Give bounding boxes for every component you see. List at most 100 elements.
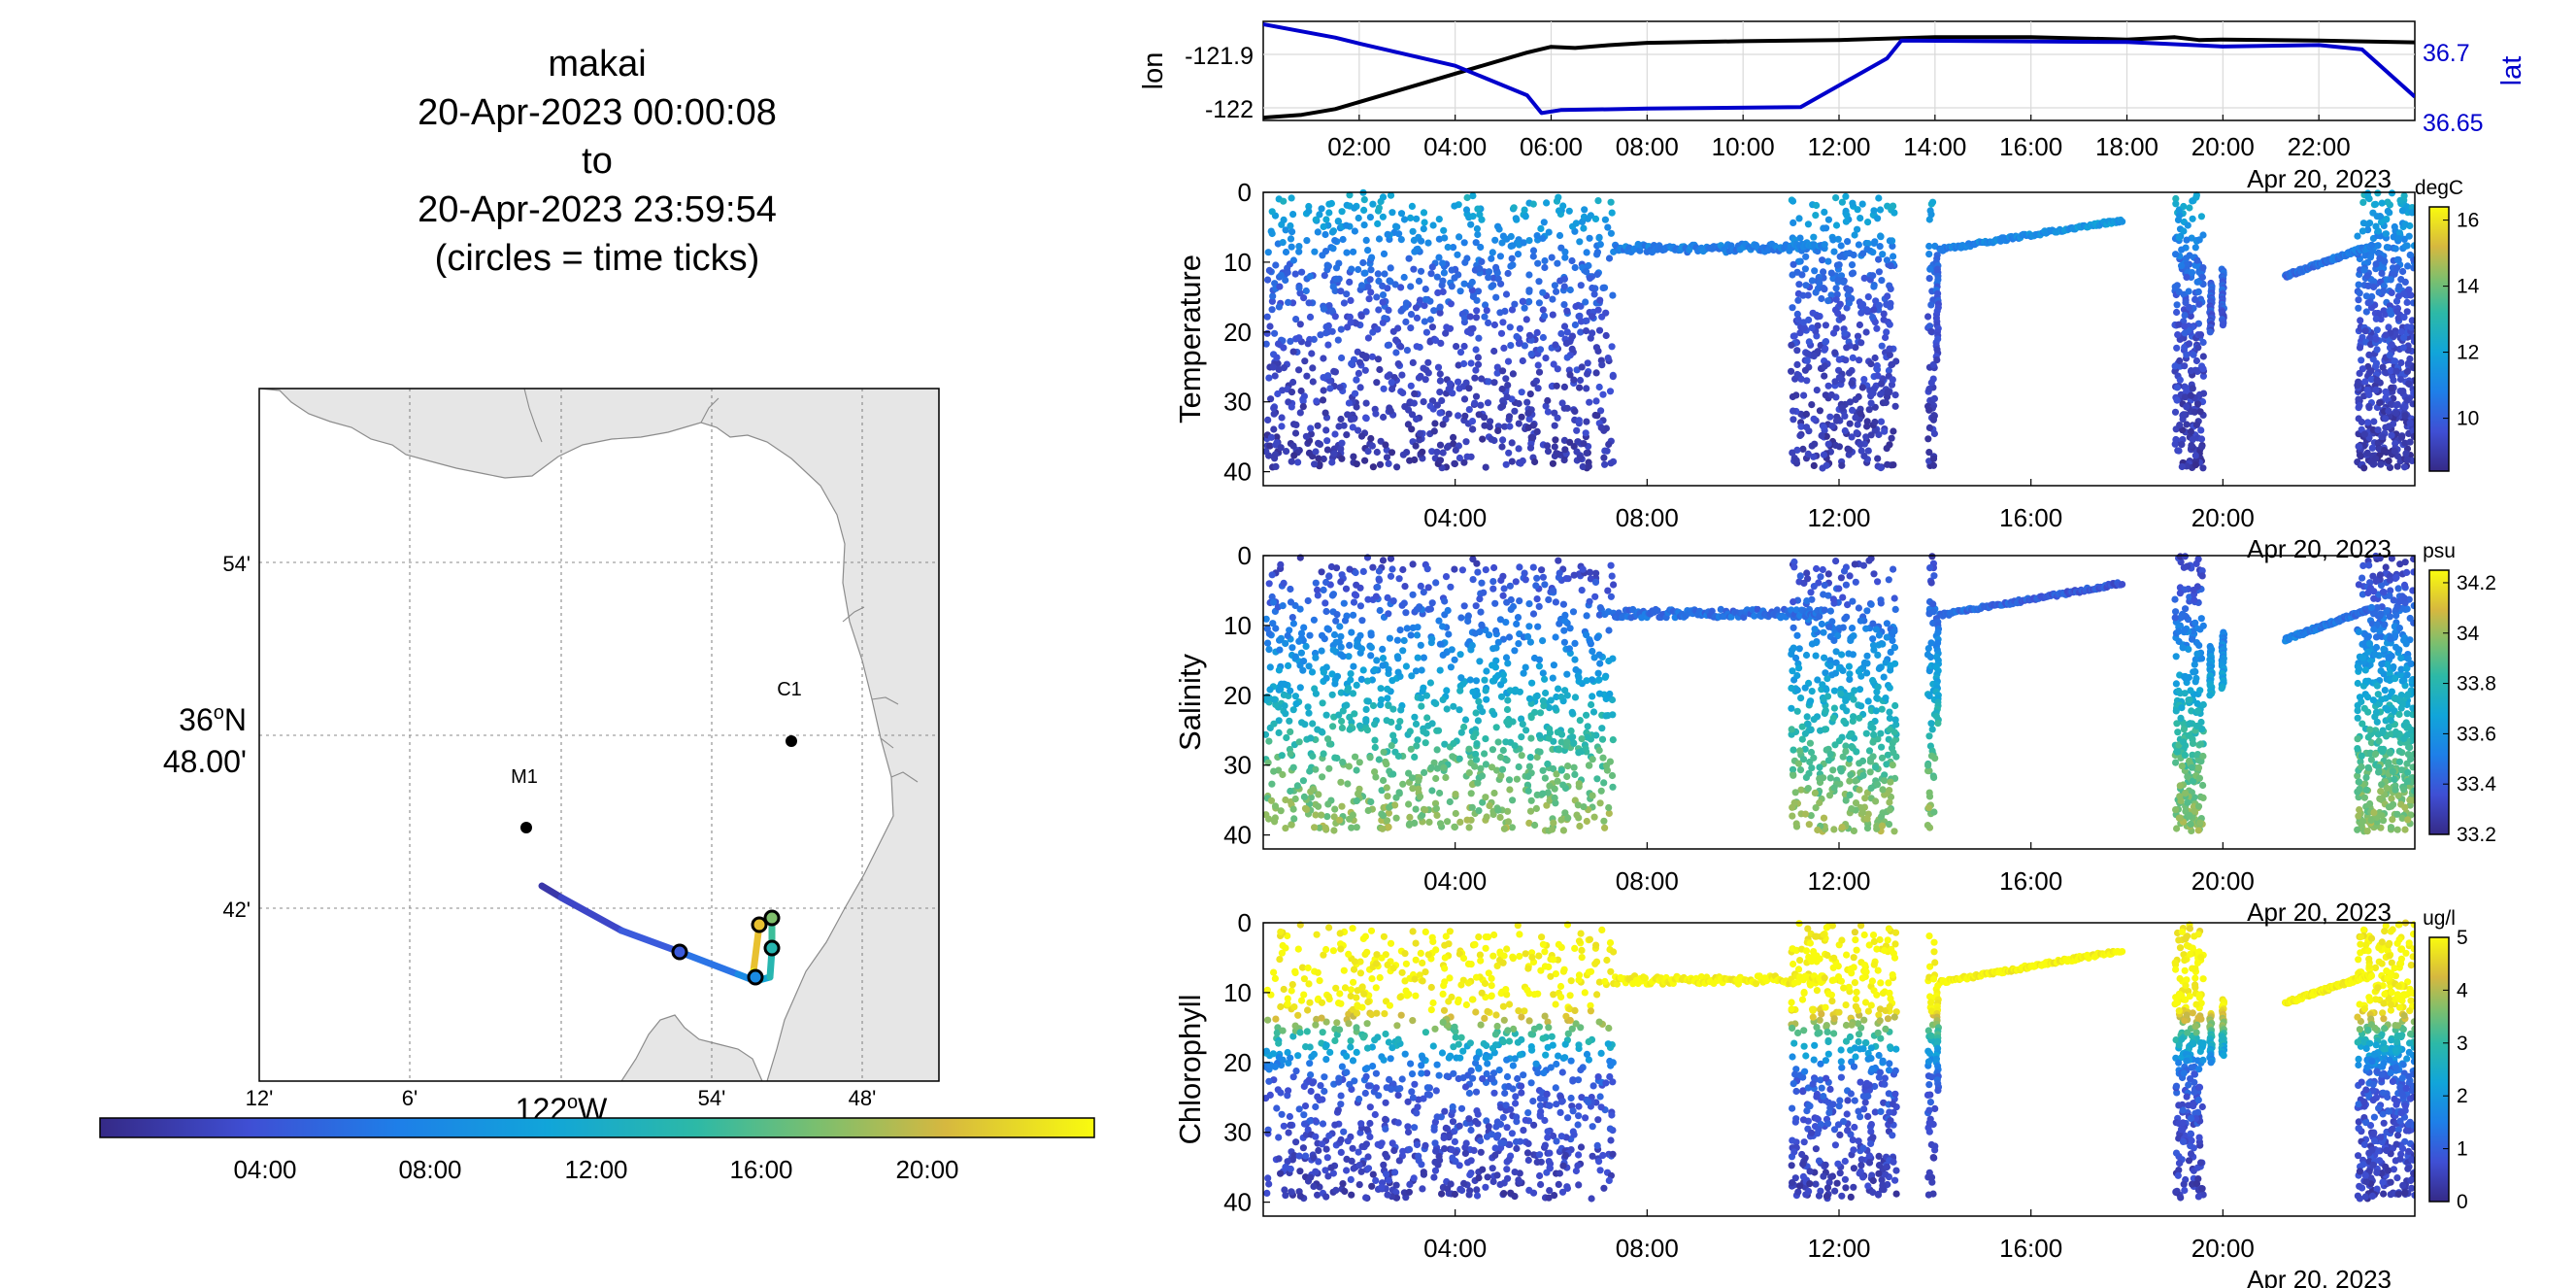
data-point xyxy=(1930,429,1938,438)
data-point xyxy=(1320,305,1327,313)
data-point xyxy=(1380,385,1388,392)
data-point xyxy=(1289,348,1297,356)
temperature-x-tick-label: 20:00 xyxy=(2191,503,2255,532)
data-point xyxy=(1827,269,1835,277)
data-point xyxy=(1858,808,1866,817)
data-point xyxy=(2405,232,2413,240)
series-line-lat xyxy=(1263,22,2415,116)
data-point xyxy=(1834,235,1842,243)
data-point xyxy=(1334,218,1342,225)
data-point xyxy=(1569,733,1577,741)
data-point xyxy=(1320,455,1327,463)
data-point xyxy=(1515,445,1522,453)
temperature-y-tick-label: 10 xyxy=(1223,248,1252,277)
data-point xyxy=(1420,684,1427,692)
data-point xyxy=(1794,316,1802,323)
data-point xyxy=(1386,634,1393,642)
data-point xyxy=(1541,256,1549,265)
data-point xyxy=(1476,595,1484,603)
data-point xyxy=(1439,623,1447,630)
data-point xyxy=(2180,202,2188,211)
data-point xyxy=(1373,657,1381,664)
data-point xyxy=(1827,291,1835,299)
data-point xyxy=(1405,800,1413,808)
data-point xyxy=(1521,304,1528,312)
temperature-points xyxy=(1263,188,2415,472)
data-point xyxy=(1369,463,1377,471)
data-point xyxy=(1367,288,1375,296)
data-point xyxy=(1270,767,1278,775)
data-point xyxy=(1296,321,1304,328)
data-point xyxy=(1798,723,1806,730)
data-point xyxy=(1883,620,1890,627)
data-point xyxy=(1864,219,1872,226)
data-point xyxy=(1357,282,1366,289)
data-point xyxy=(1526,390,1534,398)
data-point xyxy=(1515,420,1522,427)
data-point xyxy=(1857,215,1864,222)
data-point xyxy=(1862,328,1870,336)
data-point xyxy=(1518,715,1525,723)
data-point xyxy=(1346,641,1354,650)
data-point xyxy=(1878,342,1886,350)
data-point xyxy=(1541,263,1549,272)
data-point xyxy=(1477,608,1485,616)
data-point xyxy=(2410,389,2415,397)
data-point xyxy=(1362,705,1370,714)
data-point xyxy=(1345,763,1353,770)
data-point xyxy=(1545,228,1553,236)
data-point xyxy=(1830,784,1838,792)
data-point xyxy=(1356,384,1364,391)
data-point xyxy=(1411,713,1419,721)
data-point xyxy=(1583,817,1590,826)
data-point xyxy=(1298,719,1306,727)
data-point xyxy=(1388,677,1396,685)
data-point xyxy=(1819,256,1826,264)
data-point xyxy=(1368,353,1376,360)
data-point xyxy=(1764,247,1772,254)
data-point xyxy=(2187,820,2194,829)
data-point xyxy=(1856,714,1863,722)
data-point xyxy=(1439,277,1447,285)
data-point xyxy=(1494,222,1502,230)
data-point xyxy=(1554,259,1561,267)
data-point xyxy=(1830,636,1838,645)
data-point xyxy=(2185,645,2192,654)
data-point xyxy=(1503,235,1511,243)
data-point xyxy=(2179,644,2187,652)
data-point xyxy=(1808,324,1816,332)
map-time-colorbar xyxy=(99,1117,1095,1138)
data-point xyxy=(1348,359,1355,367)
data-point xyxy=(1399,647,1407,655)
data-point xyxy=(1852,578,1859,586)
data-point xyxy=(1507,262,1515,270)
data-point xyxy=(1546,725,1554,733)
data-point xyxy=(1829,766,1837,774)
data-point xyxy=(1878,380,1886,388)
data-point xyxy=(1347,319,1355,326)
data-point xyxy=(2176,422,2184,429)
data-point xyxy=(1924,767,1932,775)
data-point xyxy=(1807,812,1815,820)
data-point xyxy=(1363,727,1371,734)
data-point xyxy=(1387,407,1394,415)
data-point xyxy=(1925,251,1933,258)
data-point xyxy=(2406,801,2414,809)
data-point xyxy=(1884,460,1891,468)
data-point xyxy=(1457,674,1465,682)
data-point xyxy=(1383,817,1391,825)
data-point xyxy=(2358,356,2365,364)
data-point xyxy=(1864,447,1872,455)
data-point xyxy=(1788,704,1795,712)
data-point xyxy=(1519,356,1526,365)
data-point xyxy=(1848,261,1857,269)
data-point xyxy=(1804,220,1812,228)
data-point xyxy=(1857,309,1865,317)
data-point xyxy=(1349,424,1356,431)
data-point xyxy=(1438,396,1446,405)
data-point xyxy=(2400,463,2409,471)
data-point xyxy=(2199,353,2207,360)
data-point xyxy=(2410,432,2415,440)
data-point xyxy=(2174,729,2182,736)
data-point xyxy=(1561,617,1569,625)
